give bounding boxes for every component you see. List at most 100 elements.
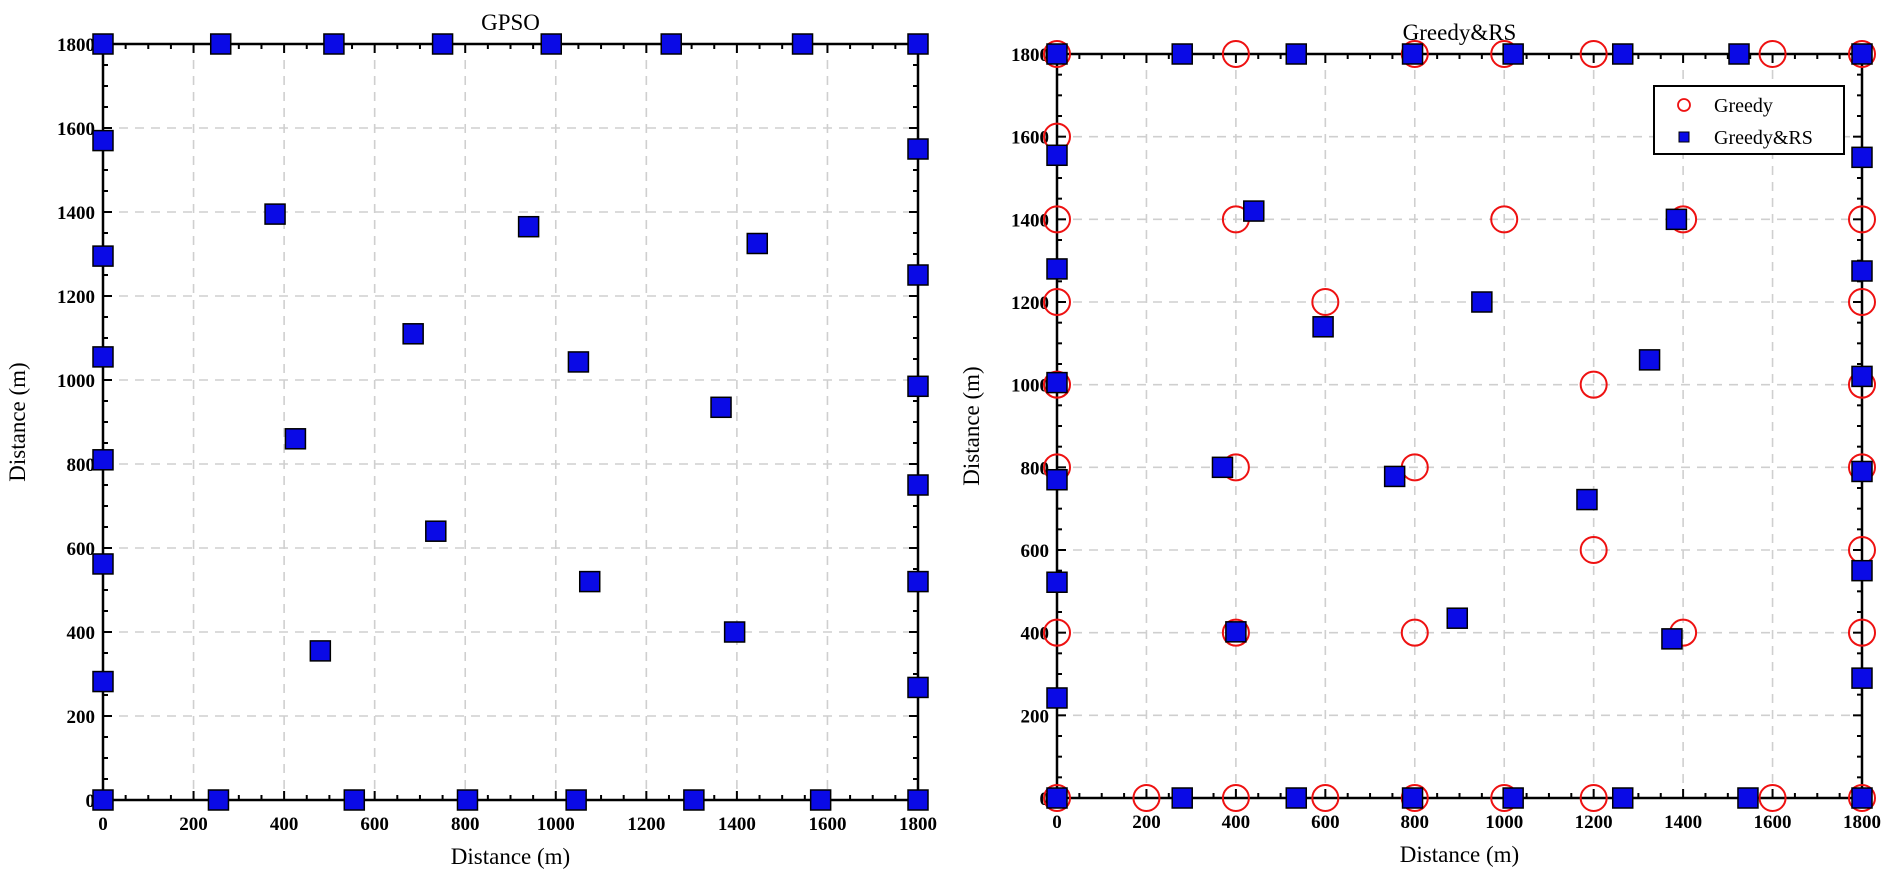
- y-axis-label: Distance (m): [959, 366, 984, 485]
- data-point-circle: [1848, 40, 1876, 68]
- y-axis-label: Distance (m): [5, 362, 30, 481]
- data-point-square: [1471, 291, 1493, 313]
- data-point-square: [1851, 787, 1873, 809]
- data-point-square: [284, 428, 307, 450]
- grid: [103, 44, 918, 800]
- y-tick-label: 1800: [57, 35, 95, 56]
- data-point-circle: [1848, 288, 1876, 316]
- data-point-circle: [1400, 784, 1429, 812]
- data-point-square: [1737, 787, 1759, 809]
- axes-box: [101, 42, 920, 802]
- data-point-square: [92, 245, 114, 267]
- y-tick-label: 200: [67, 707, 96, 728]
- data-point-square: [746, 232, 769, 255]
- series-greedy-rs: [1046, 43, 1873, 809]
- data-point-square: [264, 203, 286, 225]
- chart-greedy-rs: 0 200 400 600 800 1000 1200 1400 1600 18000200400…: [959, 20, 1881, 867]
- legend-swatch-square: [1678, 131, 1690, 143]
- data-point-square: [1383, 465, 1406, 488]
- data-point-square: [323, 33, 345, 55]
- data-point-square: [1576, 488, 1598, 511]
- x-tick-label: 1000: [537, 814, 575, 835]
- data-point-square: [660, 33, 682, 55]
- x-tick-label: 1200: [1575, 812, 1613, 833]
- data-point-circle: [1579, 370, 1608, 399]
- data-point-square: [1851, 559, 1873, 582]
- chart-title: Greedy&RS: [1403, 20, 1517, 45]
- minor-ticks: [102, 43, 919, 801]
- chart-gpso: 0 200 400 600 800 1000 1200 1400 1600 1800 0 200 400…: [5, 10, 937, 869]
- legend-label: Greedy: [1714, 95, 1773, 117]
- data-point-circle: [1043, 40, 1071, 68]
- data-point-square: [907, 264, 929, 286]
- data-point-square: [907, 789, 929, 811]
- data-point-square: [791, 33, 814, 55]
- data-point-square: [1046, 571, 1068, 593]
- data-point-square: [1046, 468, 1068, 491]
- y-tick-label: 1400: [57, 203, 95, 224]
- data-point-square: [92, 789, 114, 811]
- data-point-circle: [1043, 784, 1071, 812]
- data-point-square: [1851, 260, 1873, 282]
- data-point-circle: [1758, 40, 1787, 68]
- grid: [1057, 54, 1862, 798]
- data-point-square: [1611, 43, 1634, 65]
- data-point-square: [710, 396, 732, 419]
- data-point-square: [92, 346, 114, 368]
- data-point-square: [1401, 787, 1424, 809]
- chart-title: GPSO: [481, 10, 540, 35]
- data-point-square: [578, 570, 601, 593]
- x-tick-label: 800: [451, 814, 480, 835]
- x-tick-label: 0: [98, 814, 108, 835]
- y-tick-label: 0: [86, 791, 96, 812]
- y-tick-label: 1200: [1011, 293, 1049, 314]
- data-point-circle: [1848, 205, 1876, 234]
- data-point-square: [92, 129, 114, 152]
- data-point-square: [309, 640, 332, 662]
- data-point-square: [683, 789, 705, 811]
- data-point-square: [907, 570, 929, 593]
- data-point-square: [1243, 200, 1265, 222]
- data-point-square: [1728, 43, 1750, 65]
- data-point-circle: [1579, 536, 1608, 564]
- data-point-circle: [1490, 205, 1519, 234]
- y-tick-label: 600: [1021, 541, 1050, 562]
- x-tick-label: 400: [1222, 812, 1251, 833]
- data-point-circle: [1043, 370, 1071, 399]
- x-tick-label: 1800: [1843, 812, 1881, 833]
- data-point-square: [1285, 43, 1308, 65]
- y-tick-label: 1600: [1011, 128, 1049, 149]
- data-point-square: [1502, 787, 1524, 809]
- x-tick-label: 1000: [1485, 812, 1523, 833]
- data-point-square: [907, 676, 929, 699]
- legend-label: Greedy&RS: [1714, 127, 1813, 149]
- data-point-square: [1285, 787, 1308, 809]
- data-point-square: [907, 33, 929, 55]
- data-point-circle: [1043, 205, 1071, 234]
- data-point-square: [567, 351, 590, 373]
- data-point-square: [1851, 667, 1873, 689]
- y-tick-label: 1600: [57, 119, 95, 140]
- data-point-square: [343, 789, 366, 811]
- data-point-square: [540, 33, 562, 55]
- data-point-square: [1046, 687, 1068, 709]
- y-tick-label: 200: [1021, 706, 1050, 727]
- data-point-square: [402, 323, 424, 345]
- y-tick-label: 400: [1021, 624, 1050, 645]
- data-point-square: [907, 375, 929, 398]
- data-point-square: [1211, 456, 1234, 479]
- x-tick-label: 0: [1052, 812, 1062, 833]
- x-tick-label: 1600: [808, 814, 846, 835]
- data-point-square: [1638, 349, 1661, 371]
- data-point-square: [425, 520, 447, 542]
- data-point-circle: [1758, 784, 1787, 812]
- series-greedy: [1043, 40, 1876, 812]
- y-tick-label: 800: [1021, 458, 1050, 479]
- data-point-square: [1661, 628, 1683, 650]
- y-tick-label: 1200: [57, 287, 95, 308]
- data-point-square: [92, 670, 114, 693]
- minor-ticks: [1056, 53, 1863, 799]
- legend-box: [1653, 85, 1845, 155]
- y-tick-label: 1800: [1011, 45, 1049, 66]
